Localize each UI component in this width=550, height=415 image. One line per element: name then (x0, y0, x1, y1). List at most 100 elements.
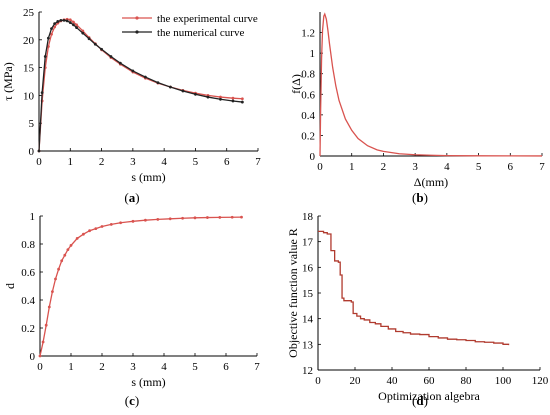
series-line (319, 12, 543, 157)
x-tick-label: 3 (130, 156, 136, 168)
y-tick-label: 1 (310, 48, 316, 60)
legend-entry: the numerical curve (157, 27, 244, 39)
data-point (93, 42, 97, 46)
x-tick-label: 7 (255, 156, 261, 168)
x-tick-label: 0 (36, 156, 42, 168)
data-point (81, 29, 85, 33)
y-tick-label: 0.8 (301, 69, 315, 81)
y-axis-label: f(Δ) (289, 74, 303, 94)
panel-label: (b) (412, 190, 428, 205)
panel-label-letter: d (416, 393, 424, 408)
data-point (169, 85, 172, 89)
x-tick-label: 6 (224, 156, 230, 168)
y-tick-label: 0 (310, 151, 316, 163)
x-tick-label: 1 (68, 361, 74, 373)
x-tick-label: 7 (254, 361, 260, 373)
chart-panel-a: 0 1 2 3 4 5 6 7 0 5 10 15 20 25 s (mm) τ (MPa) the exper… (1, 7, 261, 205)
panel-label-open: ( (412, 393, 416, 408)
y-tick-label: 18 (302, 211, 314, 223)
data-point (82, 232, 85, 236)
series-line (38, 19, 243, 152)
data-point (75, 23, 78, 27)
x-tick-label: 4 (444, 161, 450, 173)
x-tick-label: 1 (349, 161, 355, 173)
data-point (62, 18, 66, 22)
panel-label-close: ) (424, 190, 428, 205)
data-point (100, 225, 104, 228)
data-point (143, 75, 147, 79)
data-point (94, 227, 98, 231)
data-point (156, 217, 160, 221)
data-point (219, 95, 222, 99)
x-tick-label: 100 (495, 375, 512, 387)
y-tick-label: 0.4 (21, 295, 35, 307)
y-tick-label: 13 (302, 339, 314, 351)
x-tick-label: 80 (461, 375, 473, 387)
data-point (44, 323, 48, 327)
x-tick-label: 5 (193, 156, 199, 168)
x-tick-label: 7 (539, 161, 545, 173)
x-tick-label: 120 (532, 375, 549, 387)
data-point (181, 89, 185, 93)
y-tick-label: 0.8 (21, 239, 35, 251)
y-tick-label: 14 (302, 314, 314, 326)
data-point (53, 22, 57, 26)
legend-entry: the experimental curve (157, 13, 258, 25)
y-tick-label: 0 (30, 351, 36, 363)
data-point (240, 97, 244, 101)
x-tick-label: 5 (476, 161, 482, 173)
data-point (206, 95, 210, 99)
y-tick-label: 20 (23, 35, 35, 47)
data-point (168, 217, 172, 221)
data-point (68, 21, 72, 24)
data-point (240, 100, 244, 104)
x-tick-label: 4 (161, 156, 167, 168)
panel-label-close: ) (424, 393, 428, 408)
data-point (193, 216, 197, 220)
y-tick-label: 0 (29, 146, 35, 158)
x-tick-label: 1 (68, 156, 74, 168)
x-tick-label: 6 (223, 361, 229, 373)
data-point (87, 37, 91, 41)
y-tick-label: 0.4 (301, 110, 315, 122)
y-tick-label: 16 (302, 262, 314, 274)
data-point (218, 216, 222, 219)
x-tick-label: 3 (130, 361, 136, 373)
x-tick-label: 20 (350, 375, 362, 387)
data-point (50, 27, 53, 31)
y-axis-label: τ (MPa) (1, 62, 15, 100)
series-line (39, 216, 242, 357)
x-tick-label: 40 (387, 375, 399, 387)
panel-label-letter: b (416, 190, 423, 205)
y-tick-label: 0.6 (301, 89, 315, 101)
x-tick-label: 4 (161, 361, 167, 373)
data-point (46, 36, 50, 40)
data-point (156, 81, 160, 85)
data-point (50, 32, 53, 36)
data-point (57, 267, 60, 271)
y-tick-label: 17 (302, 237, 314, 249)
data-point (60, 259, 64, 263)
data-point (40, 91, 44, 95)
data-point (100, 47, 103, 51)
data-point (131, 219, 135, 223)
x-tick-label: 2 (99, 156, 105, 168)
data-point (43, 55, 47, 58)
data-point (75, 237, 79, 240)
data-point (59, 18, 63, 22)
legend-marker (135, 30, 139, 34)
x-tick-label: 2 (99, 361, 105, 373)
y-tick-label: 12 (302, 365, 313, 377)
data-point (66, 248, 70, 252)
y-tick-label: 15 (23, 63, 35, 75)
data-point (109, 55, 113, 58)
data-point (72, 23, 75, 27)
data-point (118, 61, 122, 65)
chart-panel-c: 0 1 2 3 4 5 6 7 0 0.2 0.4 0.6 0.8 1 s (mm) d (c) (3, 211, 260, 408)
data-point (56, 20, 60, 23)
data-point (65, 19, 69, 23)
x-tick-label: 2 (381, 161, 387, 173)
y-tick-label: 0.6 (21, 267, 35, 279)
data-point (231, 99, 235, 103)
